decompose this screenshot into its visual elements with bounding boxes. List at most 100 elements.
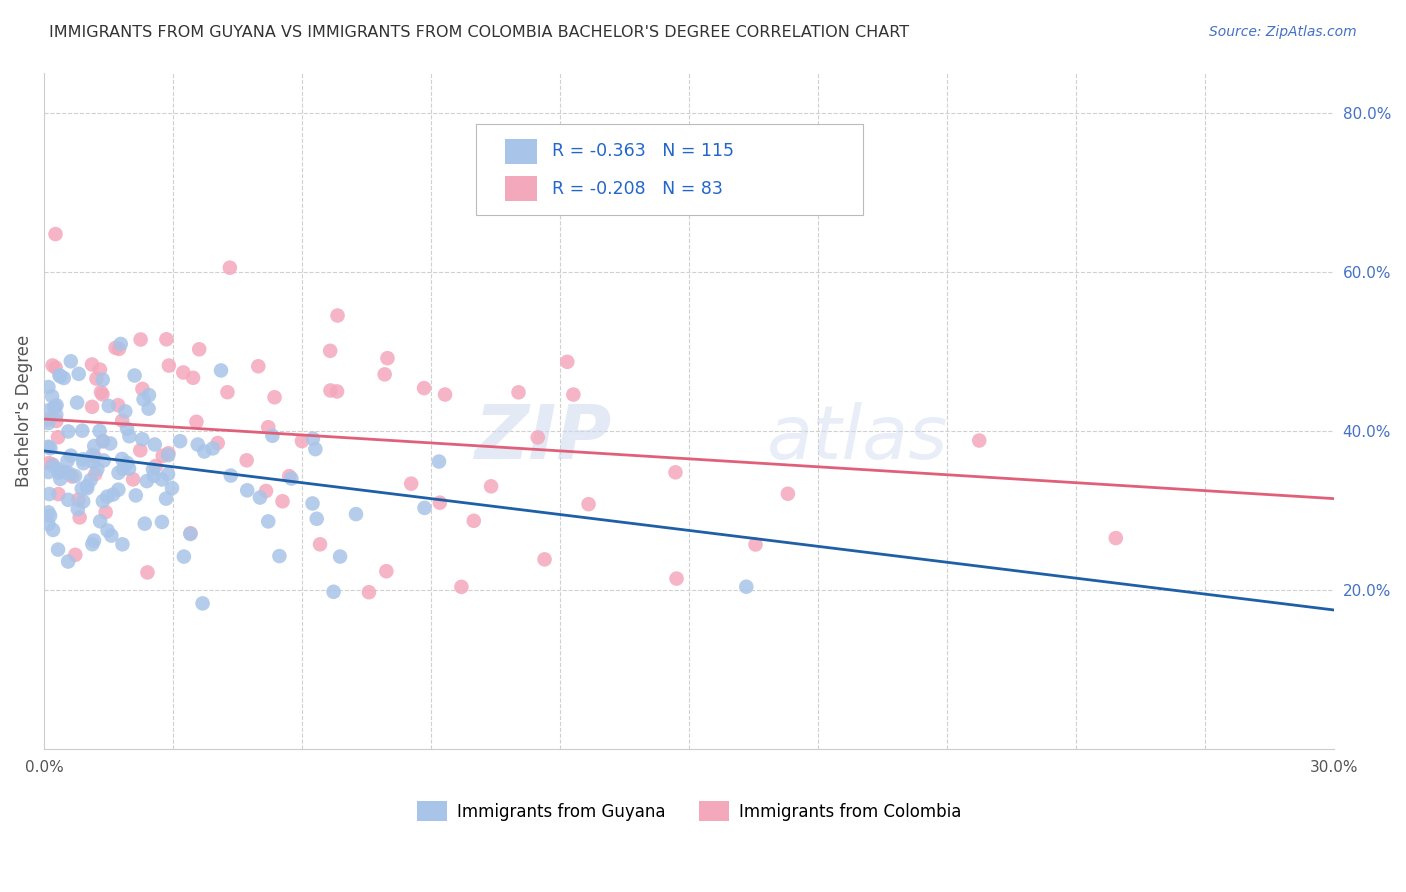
Point [82,400,104,414]
FancyBboxPatch shape [477,124,863,215]
Point [263,390,285,404]
Point [131,382,153,396]
Point [301,496,323,510]
Point [76,481,98,495]
Point [107,466,129,480]
Point [67,492,90,507]
FancyBboxPatch shape [505,176,537,202]
Point [97,399,120,413]
Point [70,482,93,496]
Point [107,483,129,497]
Point [110,337,132,351]
Point [326,309,349,323]
Point [129,443,152,458]
Point [155,332,177,346]
Text: IMMIGRANTS FROM GUYANA VS IMMIGRANTS FROM COLOMBIA BACHELOR'S DEGREE CORRELATION: IMMIGRANTS FROM GUYANA VS IMMIGRANTS FRO… [49,25,910,40]
Point [111,452,134,467]
Point [60,469,83,483]
Point [143,437,166,451]
Point [112,461,135,475]
Point [45,462,67,476]
Point [72,452,94,467]
Point [45,360,67,375]
Point [72,494,94,508]
Point [280,471,302,485]
Point [114,404,136,418]
Text: atlas: atlas [766,402,948,475]
Point [555,355,578,369]
Point [39,508,62,523]
Point [37,465,59,479]
Point [82,455,104,469]
Point [508,385,530,400]
Point [91,434,114,448]
Point [122,472,145,486]
Point [37,440,59,454]
Point [49,472,72,486]
Point [108,342,131,356]
Point [278,469,301,483]
Point [49,369,72,384]
Point [254,483,277,498]
Point [83,450,105,464]
Text: Source: ZipAtlas.com: Source: ZipAtlas.com [1209,25,1357,39]
Point [179,526,201,541]
Point [115,456,138,470]
Point [66,395,89,409]
Point [257,420,280,434]
Point [69,510,91,524]
Point [135,474,157,488]
Point [37,516,59,531]
Point [86,371,108,385]
Point [115,422,138,436]
Point [429,496,451,510]
Text: R = -0.208   N = 83: R = -0.208 N = 83 [553,179,723,198]
Point [329,549,352,564]
Point [86,462,108,476]
Point [96,490,118,504]
Point [302,432,325,446]
Point [156,467,179,481]
Point [744,537,766,551]
Point [42,458,65,473]
Point [42,523,65,537]
Point [427,454,450,468]
Point [101,487,124,501]
Point [136,566,159,580]
Point [97,524,120,538]
Point [129,333,152,347]
Point [67,367,90,381]
Point [37,416,59,430]
Point [56,555,79,569]
Point [142,468,165,483]
Point [463,514,485,528]
Point [48,368,70,383]
Point [188,343,211,357]
Point [357,585,380,599]
Point [375,564,398,578]
Point [98,436,121,450]
Point [217,385,239,400]
Point [169,434,191,449]
Point [65,548,87,562]
Point [319,343,342,358]
Point [344,507,367,521]
Point [304,442,326,456]
Point [664,466,686,480]
Point [150,473,173,487]
Point [526,430,548,444]
Point [157,448,180,462]
Point [89,362,111,376]
Point [42,401,65,415]
Text: R = -0.363   N = 115: R = -0.363 N = 115 [553,143,734,161]
Point [125,488,148,502]
Point [172,366,194,380]
Point [262,429,284,443]
Point [83,439,105,453]
Point [80,358,103,372]
Point [49,465,72,479]
Point [309,537,332,551]
Point [187,437,209,451]
Point [374,368,396,382]
Point [399,476,422,491]
